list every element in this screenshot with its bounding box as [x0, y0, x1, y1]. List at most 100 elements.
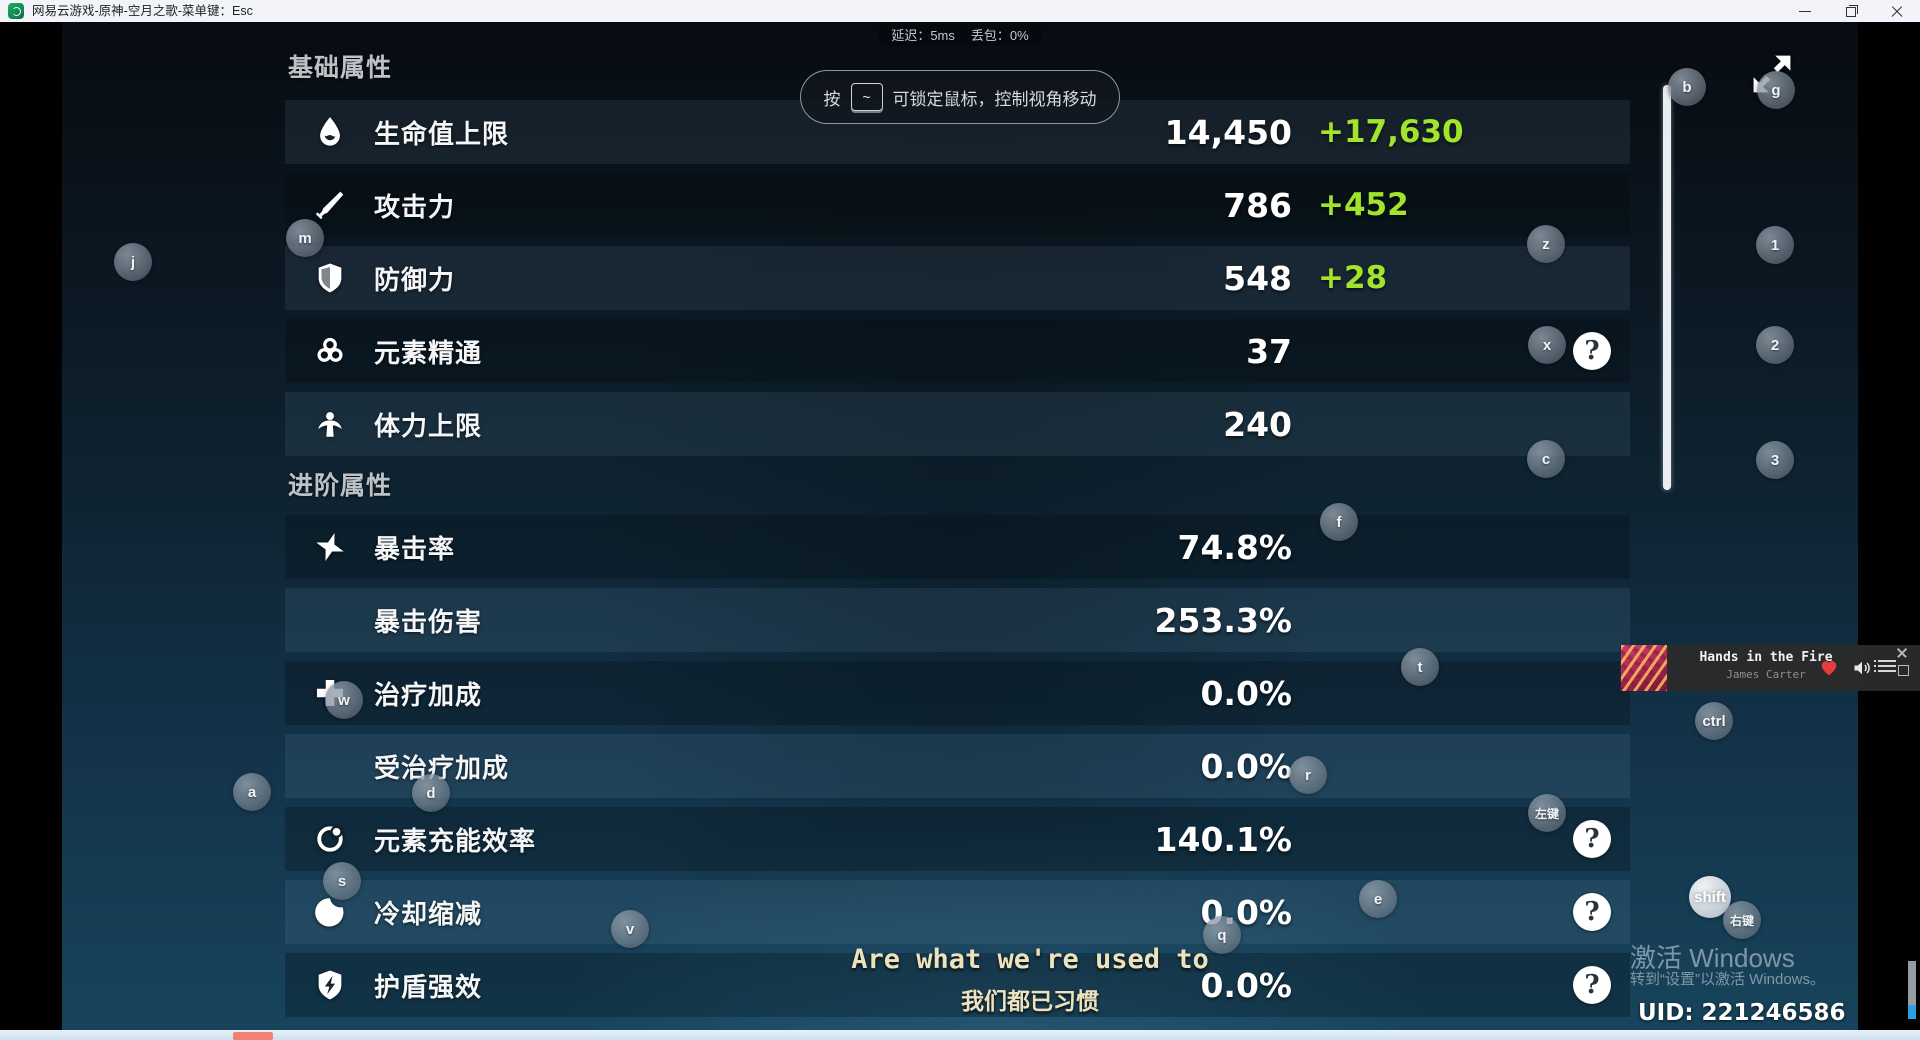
lyrics-line-en: Are what we're used to [851, 944, 1209, 975]
stat-bonus: +452 [1318, 187, 1409, 223]
activate-windows-watermark-sub: 转到“设置”以激活 Windows。 [1630, 971, 1826, 988]
stat-row: 受治疗加成 0.0% [285, 734, 1630, 798]
stat-label: 冷却缩减 [374, 898, 483, 929]
energy-recharge-icon [312, 821, 348, 857]
key-hint-r[interactable]: r [1289, 756, 1327, 794]
key-hint-1[interactable]: 1 [1756, 226, 1794, 264]
help-icon[interactable]: ? [1573, 966, 1611, 1004]
packet-loss-value: 丢包：0% [970, 28, 1029, 43]
stat-label: 护盾强效 [374, 971, 483, 1002]
stat-label: 治疗加成 [374, 679, 483, 710]
stat-row: 冷却缩减 0.0%? [285, 880, 1630, 944]
key-hint-f[interactable]: f [1320, 503, 1358, 541]
key-hint-j[interactable]: j [114, 243, 152, 281]
stat-row: 护盾强效 0.0%? [285, 953, 1630, 1017]
stat-row: 生命值上限 14,450 +17,630 [285, 100, 1630, 164]
stamina-icon [312, 406, 348, 442]
panel-scrollbar[interactable] [1663, 85, 1671, 490]
stat-label: 暴击伤害 [374, 606, 483, 637]
help-icon[interactable]: ? [1573, 893, 1611, 931]
stat-row: 暴击伤害 253.3% [285, 588, 1630, 652]
game-viewport [62, 22, 1858, 1030]
stat-value: 37 [1246, 331, 1292, 371]
restore-button[interactable] [1828, 0, 1874, 22]
stat-value: 74.8% [1177, 527, 1293, 567]
player-uid: UID: 221246586 [1638, 1000, 1846, 1026]
letterbox-left [0, 22, 62, 1030]
def-icon [312, 260, 348, 296]
overlay-close-icon[interactable] [1896, 647, 1908, 659]
stat-bonus: +28 [1318, 260, 1388, 296]
stat-row: 防御力 548 +28 [285, 246, 1630, 310]
stat-value: 253.3% [1154, 600, 1292, 640]
stat-value: 140.1% [1154, 819, 1292, 859]
stat-label: 元素精通 [374, 337, 483, 368]
key-hint-e[interactable]: e [1359, 880, 1397, 918]
key-hint-ctrl[interactable]: ctrl [1695, 702, 1733, 740]
cooldown-icon [312, 894, 348, 930]
key-hint-g[interactable]: g [1757, 71, 1795, 109]
key-hint-d[interactable]: d [412, 774, 450, 812]
key-hint-w[interactable]: w [325, 681, 363, 719]
help-icon[interactable]: ? [1573, 820, 1611, 858]
stat-row: 体力上限 240 [285, 392, 1630, 456]
key-hint-x[interactable]: x [1528, 326, 1566, 364]
tilde-keycap-icon: ~ [850, 83, 883, 111]
stat-value: 240 [1223, 404, 1292, 444]
key-hint-a[interactable]: a [233, 773, 271, 811]
album-art [1621, 645, 1667, 691]
mouse-lock-tooltip: 按 ~ 可锁定鼠标，控制视角移动 [800, 70, 1120, 124]
stat-row: 元素充能效率 140.1%? [285, 807, 1630, 871]
stat-value: 0.0% [1200, 965, 1292, 1005]
letterbox-right [1858, 22, 1920, 1030]
stat-value: 0.0% [1200, 673, 1292, 713]
character-stats-panel: 基础属性 生命值上限 14,450 +17,630 攻击力 786 +452 防御力 548 +2… [285, 40, 1630, 1026]
stat-label: 暴击率 [374, 533, 456, 564]
key-hint-q[interactable]: q [1203, 916, 1241, 954]
cloud-gaming-app-icon [8, 3, 24, 19]
stat-label: 元素充能效率 [374, 825, 537, 856]
window-titlebar: 网易云游戏-原神-空月之歌-菜单键：Esc [0, 0, 1920, 22]
key-hint-z[interactable]: z [1527, 225, 1565, 263]
overlay-restore-icon[interactable] [1898, 665, 1909, 676]
overlay-scrollbar[interactable] [1908, 961, 1916, 1019]
atk-icon [312, 187, 348, 223]
lyrics-line-zh: 我们都已习惯 [961, 988, 1099, 1014]
stat-label: 体力上限 [374, 410, 483, 441]
close-button[interactable] [1874, 0, 1920, 22]
section-header: 进阶属性 [288, 472, 393, 500]
no-icon [312, 748, 348, 784]
like-heart-icon[interactable] [1820, 660, 1838, 676]
stat-label: 防御力 [374, 264, 456, 295]
overlay-scrollbar-thumb[interactable] [1908, 1005, 1916, 1019]
key-hint-3[interactable]: 3 [1756, 441, 1794, 479]
key-hint-t[interactable]: t [1401, 648, 1439, 686]
playlist-icon[interactable] [1874, 660, 1896, 674]
key-hint-2[interactable]: 2 [1756, 326, 1794, 364]
restore-icon [1846, 4, 1858, 17]
key-hint-m[interactable]: m [286, 219, 324, 257]
key-hint-c[interactable]: c [1527, 440, 1565, 478]
key-hint-v[interactable]: v [611, 910, 649, 948]
windows-taskbar[interactable] [0, 1030, 1920, 1040]
tooltip-prefix: 按 [823, 89, 841, 109]
key-hint-left-click[interactable]: 左键 [1528, 794, 1566, 832]
stat-value: 786 [1223, 185, 1292, 225]
minimize-icon [1799, 11, 1811, 13]
minimize-button[interactable] [1782, 0, 1828, 22]
stat-value: 14,450 [1164, 112, 1292, 152]
song-artist: James Carter [1726, 668, 1806, 681]
section-rows: 暴击率 74.8% 暴击伤害 253.3% 治疗加成 0.0% 受治疗加成 0.0% 元素充能效… [285, 515, 1630, 1017]
volume-icon[interactable] [1852, 658, 1872, 678]
section-header: 基础属性 [288, 54, 393, 82]
help-icon[interactable]: ? [1573, 332, 1611, 370]
stat-row: 元素精通 37? [285, 319, 1630, 383]
key-hint-s[interactable]: s [323, 862, 361, 900]
key-hint-right-click[interactable]: 右键 [1723, 901, 1761, 939]
taskbar-app-accent [233, 1032, 273, 1040]
key-hint-b[interactable]: b [1668, 68, 1706, 106]
stat-value: 0.0% [1200, 746, 1292, 786]
network-status: 延迟：5ms 丢包：0% [878, 23, 1042, 46]
no-icon [312, 602, 348, 638]
